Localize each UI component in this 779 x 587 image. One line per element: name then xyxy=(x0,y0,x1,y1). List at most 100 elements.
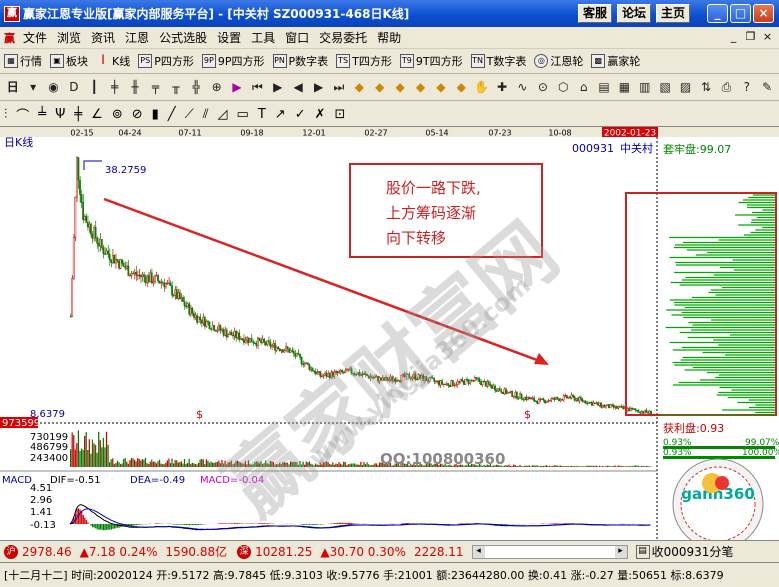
house-icon[interactable]: ⌂ xyxy=(579,79,588,94)
scroll-left-icon[interactable]: ◂ xyxy=(472,545,485,558)
diamond2-icon[interactable]: ◆ xyxy=(375,79,385,94)
chart-area[interactable]: 02-15 04-24 07-11 09-18 12-01 02-27 05-14 07-23… xyxy=(0,127,779,550)
menu-window[interactable]: 窗口 xyxy=(285,31,310,45)
mark-tool-icon[interactable]: ✓ xyxy=(294,106,306,122)
period-day-button[interactable]: 日 xyxy=(6,79,19,94)
diamond-icon[interactable]: ◆ xyxy=(354,79,364,94)
tick-list-label[interactable]: 收000931分笔 xyxy=(651,545,734,559)
volume-bar xyxy=(595,465,598,467)
doc-tool-icon[interactable]: ▨ xyxy=(679,79,692,94)
forward-icon[interactable]: ▶ xyxy=(313,79,324,94)
edit-icon[interactable]: ✎ xyxy=(762,79,773,94)
diamond3-icon[interactable]: ◆ xyxy=(395,79,405,94)
first-icon[interactable]: ⏮ xyxy=(251,79,263,94)
sort-icon[interactable]: ⇅ xyxy=(700,79,711,94)
crosshair-icon[interactable]: ✚ xyxy=(497,79,508,94)
t-square-button[interactable]: TS T四方形 xyxy=(336,53,392,69)
printer-icon[interactable]: ⎙ xyxy=(721,79,732,94)
lock-tool-icon[interactable]: ⊡ xyxy=(334,106,346,122)
wave-icon[interactable]: ∿ xyxy=(517,79,528,94)
eye-icon[interactable]: ◉ xyxy=(48,79,59,94)
fork-tool-icon[interactable]: ╤ xyxy=(151,79,160,94)
fan-tool-icon[interactable]: ⫶ xyxy=(4,106,8,122)
help-icon[interactable]: ? xyxy=(743,79,750,94)
maximize-icon[interactable]: □ xyxy=(730,4,751,23)
text-tool-icon[interactable]: T xyxy=(257,106,266,122)
angle-tool-icon[interactable]: ∠ xyxy=(91,106,103,122)
step-icon[interactable]: ▶ xyxy=(273,79,283,94)
ray-tool-icon[interactable]: ⟋ xyxy=(184,106,194,122)
menu-file[interactable]: 文件 xyxy=(23,31,48,45)
kline-chart[interactable]: 02-15 04-24 07-11 09-18 12-01 02-27 05-14 07-23… xyxy=(0,127,779,550)
candle-body xyxy=(69,316,72,318)
menu-trade[interactable]: 交易委托 xyxy=(319,31,368,45)
menu-gann[interactable]: 江恩 xyxy=(125,31,150,45)
menu-tools[interactable]: 工具 xyxy=(251,31,276,45)
circle-tool-icon[interactable]: ⊕ xyxy=(211,79,222,94)
menu-browse[interactable]: 浏览 xyxy=(57,31,82,45)
calendar-icon[interactable]: ▤ xyxy=(598,79,610,94)
status-scrollbar[interactable]: ◂ ▸ xyxy=(471,544,628,559)
diamond6-icon[interactable]: ◆ xyxy=(456,79,466,94)
diamond4-icon[interactable]: ◆ xyxy=(415,79,426,94)
p-square-button[interactable]: PS P四方形 xyxy=(138,53,194,69)
delete-tool-icon[interactable]: ✗ xyxy=(314,106,326,122)
scroll-right-icon[interactable]: ▸ xyxy=(614,545,627,558)
speed-tool-icon[interactable]: ⊚ xyxy=(111,106,123,122)
grid-tool-icon[interactable]: ╬ xyxy=(192,79,200,94)
line2-tool-icon[interactable]: ╱ xyxy=(167,106,176,122)
forum-button[interactable]: 论坛 xyxy=(617,4,651,23)
d-button[interactable]: D xyxy=(69,79,79,94)
winner-wheel-button[interactable]: ▩ 赢家轮 xyxy=(591,53,640,69)
sector-button[interactable]: ▣ 板块 xyxy=(50,53,88,69)
menu-settings[interactable]: 设置 xyxy=(217,31,242,45)
volume-bar xyxy=(148,464,150,467)
minimize-icon[interactable]: _ xyxy=(707,4,728,23)
rect-tool-icon[interactable]: ▭ xyxy=(236,106,249,122)
fib-tool-icon[interactable]: ⫽ xyxy=(202,106,209,122)
table-icon[interactable]: ▦ xyxy=(618,79,631,94)
9p-square-button[interactable]: 9P 9P四方形 xyxy=(201,53,265,69)
last-icon[interactable]: ⏭ xyxy=(333,79,345,94)
homepage-button[interactable]: 主页 xyxy=(656,4,690,23)
menu-help[interactable]: 帮助 xyxy=(377,31,402,45)
close-icon[interactable]: × xyxy=(753,4,774,23)
menu-formula[interactable]: 公式选股 xyxy=(159,31,208,45)
cross-tool-icon[interactable]: ╫ xyxy=(131,79,139,94)
bar-tool-icon[interactable]: ▮ xyxy=(151,106,159,122)
gann-wheel-button[interactable]: ◎ 江恩轮 xyxy=(534,53,583,69)
9t-square-button[interactable]: T9 9T四方形 xyxy=(399,54,463,68)
candle-body xyxy=(558,398,560,402)
mdi-minimize-icon[interactable]: _ xyxy=(730,30,737,43)
arrow-tool-icon[interactable]: ↗ xyxy=(274,106,286,122)
kline-button[interactable]: ┃ K线 xyxy=(96,53,131,69)
p-number-button[interactable]: PN P数字表 xyxy=(272,54,329,68)
chart-icon[interactable]: ▥ xyxy=(639,79,651,94)
play-icon[interactable]: ▶ xyxy=(232,79,242,94)
tri-tool-icon[interactable]: ◿ xyxy=(217,106,228,122)
pitchfork-tool-icon[interactable]: Ψ xyxy=(55,106,66,122)
sheet-icon[interactable]: ▧ xyxy=(659,79,671,94)
pitch-tool-icon[interactable]: ╥ xyxy=(172,79,180,94)
quote-button[interactable]: ▦ 行情 xyxy=(4,53,42,69)
tick-list-icon[interactable]: ▤ xyxy=(635,544,650,559)
candle-body xyxy=(494,385,496,391)
candle-body xyxy=(364,373,367,375)
support-button[interactable]: 客服 xyxy=(578,4,612,23)
box-tool-icon[interactable]: ╪ xyxy=(74,106,83,122)
mdi-close-icon[interactable]: × xyxy=(762,30,773,43)
arc-tool-icon[interactable]: ⌒ xyxy=(16,108,30,124)
hand-icon[interactable]: ✋ xyxy=(474,79,490,94)
back-icon[interactable]: ◀ xyxy=(293,79,303,94)
zoom-icon[interactable]: ⊙ xyxy=(537,79,548,94)
diamond5-icon[interactable]: ◆ xyxy=(436,79,446,94)
mdi-restore-icon[interactable]: ❐ xyxy=(745,30,756,43)
menu-info[interactable]: 资讯 xyxy=(91,31,116,45)
hex-icon[interactable]: ⬡ xyxy=(558,79,569,94)
period-tool-icon[interactable]: ⊘ xyxy=(131,106,143,122)
ruler-tool-icon[interactable]: ╧ xyxy=(38,106,47,122)
t-number-button[interactable]: TN T数字表 xyxy=(470,54,527,68)
bars-icon[interactable]: ┃ xyxy=(90,79,98,94)
period-dropdown-icon[interactable]: ▾ xyxy=(30,79,37,94)
line-tool-icon[interactable]: ╪ xyxy=(111,79,119,94)
